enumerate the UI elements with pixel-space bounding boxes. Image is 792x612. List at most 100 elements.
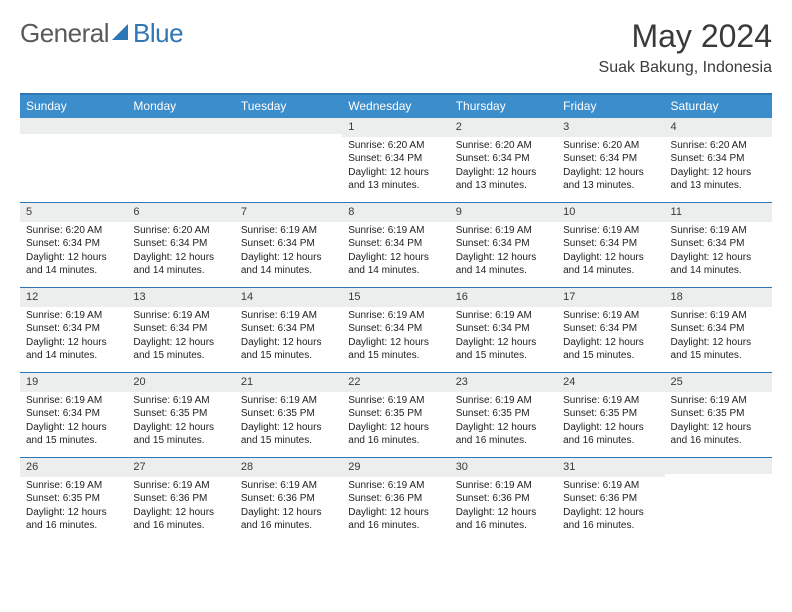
day-cell: 28Sunrise: 6:19 AMSunset: 6:36 PMDayligh… bbox=[235, 458, 342, 542]
logo-sail-icon bbox=[110, 22, 132, 42]
day-cell: 30Sunrise: 6:19 AMSunset: 6:36 PMDayligh… bbox=[450, 458, 557, 542]
day-number: 18 bbox=[665, 288, 772, 307]
sunset-line: Sunset: 6:35 PM bbox=[133, 407, 228, 421]
day-number: 19 bbox=[20, 373, 127, 392]
day-number: 27 bbox=[127, 458, 234, 477]
logo: General Blue bbox=[20, 18, 183, 49]
sunset-line: Sunset: 6:34 PM bbox=[133, 322, 228, 336]
sunrise-line: Sunrise: 6:19 AM bbox=[133, 479, 228, 493]
dow-cell: Sunday bbox=[20, 95, 127, 118]
day-body: Sunrise: 6:19 AMSunset: 6:35 PMDaylight:… bbox=[235, 392, 342, 452]
sunrise-line: Sunrise: 6:19 AM bbox=[563, 394, 658, 408]
day-number: 11 bbox=[665, 203, 772, 222]
week-row: 12Sunrise: 6:19 AMSunset: 6:34 PMDayligh… bbox=[20, 287, 772, 372]
sunrise-line: Sunrise: 6:19 AM bbox=[671, 394, 766, 408]
sunset-line: Sunset: 6:34 PM bbox=[456, 237, 551, 251]
sunset-line: Sunset: 6:34 PM bbox=[671, 152, 766, 166]
day-cell: 13Sunrise: 6:19 AMSunset: 6:34 PMDayligh… bbox=[127, 288, 234, 372]
sunset-line: Sunset: 6:35 PM bbox=[671, 407, 766, 421]
sunset-line: Sunset: 6:34 PM bbox=[348, 322, 443, 336]
day-cell: 3Sunrise: 6:20 AMSunset: 6:34 PMDaylight… bbox=[557, 118, 664, 202]
day-number bbox=[665, 458, 772, 474]
sunset-line: Sunset: 6:34 PM bbox=[348, 237, 443, 251]
daylight-line: Daylight: 12 hours and 16 minutes. bbox=[671, 421, 766, 448]
sunset-line: Sunset: 6:34 PM bbox=[26, 322, 121, 336]
sunrise-line: Sunrise: 6:19 AM bbox=[133, 394, 228, 408]
day-number: 14 bbox=[235, 288, 342, 307]
day-cell: 6Sunrise: 6:20 AMSunset: 6:34 PMDaylight… bbox=[127, 203, 234, 287]
sunset-line: Sunset: 6:36 PM bbox=[241, 492, 336, 506]
sunrise-line: Sunrise: 6:20 AM bbox=[348, 139, 443, 153]
day-body: Sunrise: 6:19 AMSunset: 6:34 PMDaylight:… bbox=[342, 307, 449, 367]
day-cell: 12Sunrise: 6:19 AMSunset: 6:34 PMDayligh… bbox=[20, 288, 127, 372]
day-number: 17 bbox=[557, 288, 664, 307]
day-number: 4 bbox=[665, 118, 772, 137]
sunrise-line: Sunrise: 6:20 AM bbox=[26, 224, 121, 238]
day-cell: 26Sunrise: 6:19 AMSunset: 6:35 PMDayligh… bbox=[20, 458, 127, 542]
day-of-week-row: SundayMondayTuesdayWednesdayThursdayFrid… bbox=[20, 95, 772, 118]
day-body: Sunrise: 6:19 AMSunset: 6:35 PMDaylight:… bbox=[342, 392, 449, 452]
day-number: 25 bbox=[665, 373, 772, 392]
daylight-line: Daylight: 12 hours and 16 minutes. bbox=[456, 421, 551, 448]
day-body: Sunrise: 6:19 AMSunset: 6:36 PMDaylight:… bbox=[450, 477, 557, 537]
day-cell: 7Sunrise: 6:19 AMSunset: 6:34 PMDaylight… bbox=[235, 203, 342, 287]
daylight-line: Daylight: 12 hours and 16 minutes. bbox=[348, 421, 443, 448]
sunset-line: Sunset: 6:34 PM bbox=[26, 237, 121, 251]
daylight-line: Daylight: 12 hours and 16 minutes. bbox=[563, 506, 658, 533]
day-body: Sunrise: 6:19 AMSunset: 6:36 PMDaylight:… bbox=[127, 477, 234, 537]
day-body: Sunrise: 6:19 AMSunset: 6:34 PMDaylight:… bbox=[342, 222, 449, 282]
day-cell bbox=[20, 118, 127, 202]
daylight-line: Daylight: 12 hours and 16 minutes. bbox=[241, 506, 336, 533]
daylight-line: Daylight: 12 hours and 15 minutes. bbox=[348, 336, 443, 363]
sunset-line: Sunset: 6:36 PM bbox=[563, 492, 658, 506]
sunset-line: Sunset: 6:35 PM bbox=[26, 492, 121, 506]
sunrise-line: Sunrise: 6:19 AM bbox=[241, 394, 336, 408]
week-row: 19Sunrise: 6:19 AMSunset: 6:34 PMDayligh… bbox=[20, 372, 772, 457]
sunrise-line: Sunrise: 6:19 AM bbox=[26, 309, 121, 323]
daylight-line: Daylight: 12 hours and 15 minutes. bbox=[563, 336, 658, 363]
dow-cell: Thursday bbox=[450, 95, 557, 118]
sunrise-line: Sunrise: 6:19 AM bbox=[563, 224, 658, 238]
dow-cell: Friday bbox=[557, 95, 664, 118]
day-body: Sunrise: 6:19 AMSunset: 6:35 PMDaylight:… bbox=[127, 392, 234, 452]
day-cell: 15Sunrise: 6:19 AMSunset: 6:34 PMDayligh… bbox=[342, 288, 449, 372]
day-number: 22 bbox=[342, 373, 449, 392]
logo-text-part2: Blue bbox=[133, 18, 183, 49]
day-cell: 21Sunrise: 6:19 AMSunset: 6:35 PMDayligh… bbox=[235, 373, 342, 457]
daylight-line: Daylight: 12 hours and 13 minutes. bbox=[563, 166, 658, 193]
calendar: SundayMondayTuesdayWednesdayThursdayFrid… bbox=[20, 93, 772, 542]
daylight-line: Daylight: 12 hours and 15 minutes. bbox=[456, 336, 551, 363]
day-number: 23 bbox=[450, 373, 557, 392]
sunrise-line: Sunrise: 6:19 AM bbox=[671, 224, 766, 238]
sunrise-line: Sunrise: 6:19 AM bbox=[133, 309, 228, 323]
sunset-line: Sunset: 6:34 PM bbox=[671, 237, 766, 251]
day-number: 30 bbox=[450, 458, 557, 477]
day-number: 9 bbox=[450, 203, 557, 222]
sunset-line: Sunset: 6:34 PM bbox=[563, 237, 658, 251]
daylight-line: Daylight: 12 hours and 15 minutes. bbox=[26, 421, 121, 448]
day-body: Sunrise: 6:20 AMSunset: 6:34 PMDaylight:… bbox=[557, 137, 664, 197]
day-body: Sunrise: 6:19 AMSunset: 6:34 PMDaylight:… bbox=[665, 222, 772, 282]
sunrise-line: Sunrise: 6:20 AM bbox=[456, 139, 551, 153]
day-number bbox=[20, 118, 127, 134]
day-cell: 14Sunrise: 6:19 AMSunset: 6:34 PMDayligh… bbox=[235, 288, 342, 372]
day-number: 3 bbox=[557, 118, 664, 137]
day-cell: 23Sunrise: 6:19 AMSunset: 6:35 PMDayligh… bbox=[450, 373, 557, 457]
sunset-line: Sunset: 6:36 PM bbox=[348, 492, 443, 506]
day-number: 20 bbox=[127, 373, 234, 392]
day-cell: 1Sunrise: 6:20 AMSunset: 6:34 PMDaylight… bbox=[342, 118, 449, 202]
day-cell: 5Sunrise: 6:20 AMSunset: 6:34 PMDaylight… bbox=[20, 203, 127, 287]
location-label: Suak Bakung, Indonesia bbox=[599, 59, 772, 77]
day-cell: 8Sunrise: 6:19 AMSunset: 6:34 PMDaylight… bbox=[342, 203, 449, 287]
sunset-line: Sunset: 6:34 PM bbox=[241, 237, 336, 251]
day-body: Sunrise: 6:20 AMSunset: 6:34 PMDaylight:… bbox=[127, 222, 234, 282]
day-number: 12 bbox=[20, 288, 127, 307]
day-number: 7 bbox=[235, 203, 342, 222]
day-number: 8 bbox=[342, 203, 449, 222]
daylight-line: Daylight: 12 hours and 16 minutes. bbox=[348, 506, 443, 533]
daylight-line: Daylight: 12 hours and 16 minutes. bbox=[456, 506, 551, 533]
day-number: 21 bbox=[235, 373, 342, 392]
dow-cell: Saturday bbox=[665, 95, 772, 118]
day-number: 1 bbox=[342, 118, 449, 137]
sunset-line: Sunset: 6:34 PM bbox=[456, 152, 551, 166]
